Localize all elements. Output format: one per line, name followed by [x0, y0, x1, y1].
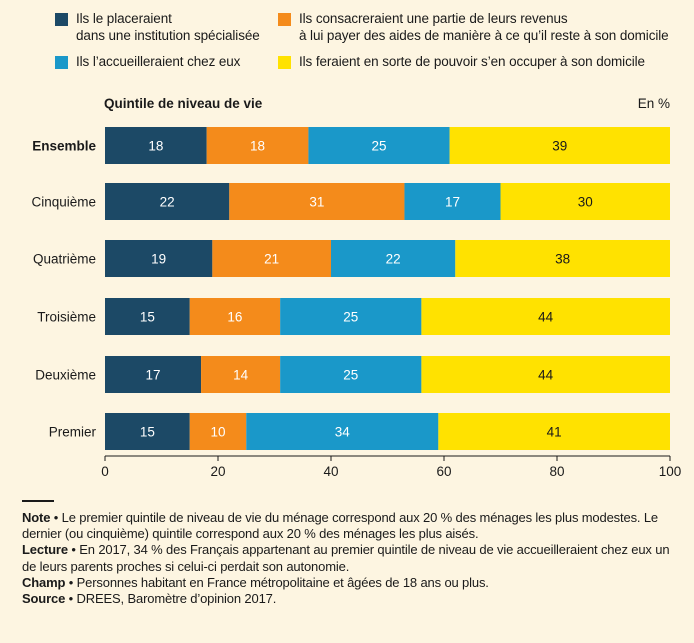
x-tick-label-40: 40	[323, 464, 338, 479]
legend-item-institution: Ils le placeraient dans une institution …	[55, 10, 260, 44]
chart-notes: Note • Le premier quintile de niveau de …	[22, 500, 682, 607]
data-label-deuxieme-series-2: 14	[233, 368, 249, 383]
category-label-premier: Premier	[49, 425, 97, 440]
legend-label-occuper-domicile: Ils feraient en sorte de pouvoir s’en oc…	[299, 54, 645, 69]
source-label: Source	[22, 591, 66, 607]
data-label-troisieme-series-4: 44	[538, 310, 554, 325]
y-axis-title: Quintile de niveau de vie	[104, 96, 263, 111]
bar-quatrieme-series-3	[331, 240, 456, 277]
legend-swatch-accueil	[55, 56, 68, 69]
data-label-deuxieme-series-4: 44	[538, 368, 554, 383]
bar-ensemble-series-1	[105, 127, 207, 164]
bar-ensemble-series-4	[449, 127, 670, 164]
category-label-quatrieme: Quatrième	[33, 252, 96, 267]
data-label-premier-series-4: 41	[547, 425, 562, 440]
x-tick-label-20: 20	[210, 464, 225, 479]
bar-deuxieme-series-3	[280, 356, 422, 393]
lecture-label: Lecture	[22, 542, 68, 558]
champ-text: Personnes habitant en France métropolita…	[76, 574, 489, 590]
champ-paragraph: Champ • Personnes habitant en France mét…	[22, 574, 489, 590]
chart-legend: Ils le placeraient dans une institution …	[0, 0, 694, 90]
data-label-troisieme-series-1: 15	[140, 310, 155, 325]
source-text: DREES, Baromètre d’opinion 2017.	[76, 591, 277, 607]
bar-troisieme-series-4	[421, 298, 670, 335]
data-label-premier-series-3: 34	[335, 425, 351, 440]
bar-premier-series-3	[246, 413, 439, 450]
category-label-ensemble: Ensemble	[32, 139, 96, 154]
bar-troisieme-series-3	[280, 298, 422, 335]
x-tick-label-0: 0	[101, 464, 109, 479]
lecture-paragraph: Lecture • En 2017, 34 % des Français app…	[22, 542, 670, 574]
data-label-premier-series-2: 10	[210, 425, 225, 440]
bar-cinquieme-series-4	[500, 183, 670, 220]
data-label-troisieme-series-2: 16	[227, 310, 242, 325]
legend-label-accueil: Ils l’accueilleraient chez eux	[76, 54, 241, 69]
x-tick-label-80: 80	[549, 464, 564, 479]
bar-troisieme-series-2	[189, 298, 281, 335]
champ-label: Champ	[22, 574, 66, 590]
data-label-cinquieme-series-3: 17	[445, 195, 460, 210]
legend-item-occuper-domicile: Ils feraient en sorte de pouvoir s’en oc…	[278, 53, 645, 70]
note-text: Le premier quintile de niveau de vie du …	[22, 510, 659, 542]
note-paragraph: Note • Le premier quintile de niveau de …	[22, 510, 659, 542]
bar-cinquieme-series-1	[105, 183, 230, 220]
data-label-cinquieme-series-2: 31	[309, 195, 324, 210]
category-label-troisieme: Troisième	[37, 310, 96, 325]
bar-troisieme-series-1	[105, 298, 190, 335]
bar-ensemble-series-2	[206, 127, 309, 164]
data-label-ensemble-series-4: 39	[552, 139, 567, 154]
bar-quatrieme-series-2	[212, 240, 331, 277]
data-label-cinquieme-series-1: 22	[160, 195, 175, 210]
data-label-ensemble-series-2: 18	[250, 139, 265, 154]
x-tick-label-100: 100	[659, 464, 682, 479]
bar-premier-series-2	[189, 413, 247, 450]
legend-item-aides-domicile: Ils consacreraient une partie de leurs r…	[278, 10, 669, 44]
data-label-quatrieme-series-4: 38	[555, 252, 570, 267]
data-label-deuxieme-series-1: 17	[146, 368, 161, 383]
bar-quatrieme-series-4	[455, 240, 670, 277]
category-label-deuxieme: Deuxième	[35, 368, 96, 383]
source-paragraph: Source • DREES, Baromètre d’opinion 2017…	[22, 591, 277, 607]
data-label-ensemble-series-3: 25	[372, 139, 387, 154]
bar-premier-series-1	[105, 413, 190, 450]
bar-ensemble-series-3	[308, 127, 450, 164]
bar-deuxieme-series-1	[105, 356, 202, 393]
stacked-bar-chart: Quintile de niveau de vie En % Ensemble 18 1…	[31, 96, 682, 479]
legend-label-aides-domicile: Ils consacreraient une partie de leurs r…	[299, 11, 669, 43]
lecture-text: En 2017, 34 % des Français appartenant a…	[22, 542, 670, 574]
bar-deuxieme-series-2	[201, 356, 281, 393]
legend-swatch-institution	[55, 13, 68, 26]
data-label-deuxieme-series-3: 25	[343, 368, 358, 383]
legend-swatch-occuper-domicile	[278, 56, 291, 69]
bar-premier-series-4	[438, 413, 670, 450]
x-tick-label-60: 60	[436, 464, 451, 479]
data-label-cinquieme-series-4: 30	[578, 195, 593, 210]
data-label-premier-series-1: 15	[140, 425, 155, 440]
data-label-ensemble-series-1: 18	[148, 139, 163, 154]
legend-label-institution: Ils le placeraient dans une institution …	[76, 11, 260, 43]
bar-cinquieme-series-2	[229, 183, 405, 220]
data-label-quatrieme-series-2: 21	[264, 252, 279, 267]
bar-deuxieme-series-4	[421, 356, 670, 393]
bar-quatrieme-series-1	[105, 240, 213, 277]
notes-divider	[22, 500, 54, 502]
data-label-quatrieme-series-3: 22	[386, 252, 401, 267]
data-label-quatrieme-series-1: 19	[151, 252, 166, 267]
legend-swatch-aides-domicile	[278, 13, 291, 26]
note-label: Note	[22, 510, 51, 525]
category-label-cinquieme: Cinquième	[31, 195, 96, 210]
unit-label: En %	[638, 96, 670, 111]
bar-cinquieme-series-3	[404, 183, 501, 220]
legend-item-accueil: Ils l’accueilleraient chez eux	[55, 53, 240, 70]
data-label-troisieme-series-3: 25	[343, 310, 358, 325]
